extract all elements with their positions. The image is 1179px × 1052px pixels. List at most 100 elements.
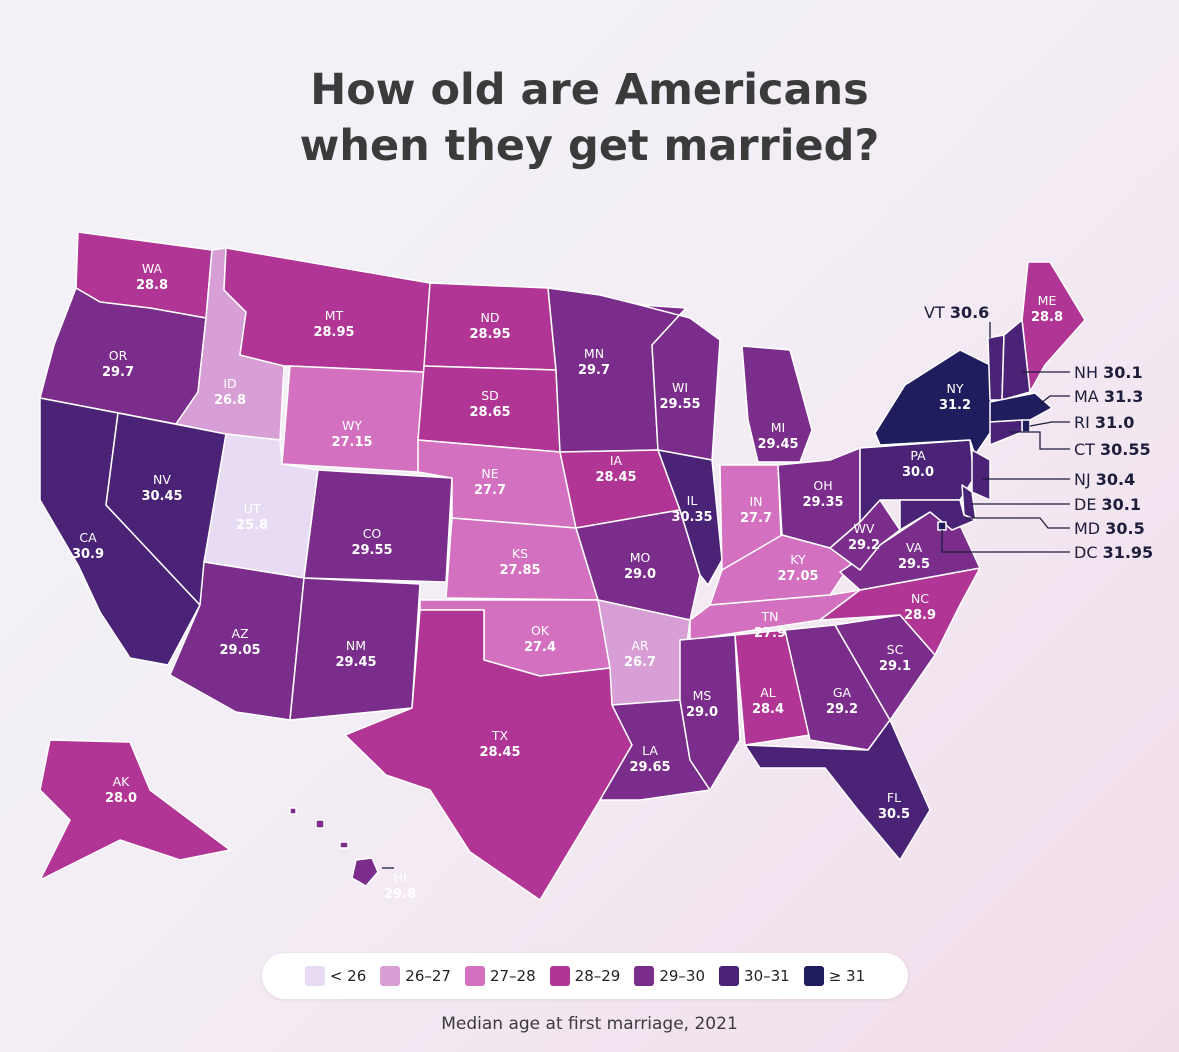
state-co xyxy=(303,469,453,583)
state-tx xyxy=(344,609,633,901)
callout-value: 31.0 xyxy=(1095,413,1134,432)
state-value: 28.45 xyxy=(479,745,520,760)
state-abbr: OR xyxy=(109,348,128,363)
leader-md xyxy=(966,517,1070,529)
state-value: 29.45 xyxy=(757,437,798,452)
state-label-az: AZ 29.05 xyxy=(219,626,260,658)
state-label-ak: AK 28.0 xyxy=(105,774,137,806)
state-abbr: NM xyxy=(346,638,366,653)
callout-value: 30.4 xyxy=(1096,470,1135,489)
state-label-ky: KY 27.05 xyxy=(777,552,818,584)
legend-item: ≥ 31 xyxy=(803,966,865,986)
state-abbr: KS xyxy=(512,546,528,561)
callout-abbr: NJ xyxy=(1074,470,1096,489)
state-abbr: SD xyxy=(481,388,499,403)
callout-de: DE 30.1 xyxy=(1074,495,1141,514)
state-label-mi: MI 29.45 xyxy=(757,420,798,452)
callout-abbr: NH xyxy=(1074,363,1103,382)
title-line-2: when they get married? xyxy=(299,121,880,171)
callout-abbr: RI xyxy=(1074,413,1095,432)
map-caption: Median age at first marriage, 2021 xyxy=(441,1014,738,1034)
state-value: 30.9 xyxy=(72,547,104,562)
callout-leader-lines xyxy=(382,322,1070,869)
state-nh xyxy=(1001,319,1031,401)
legend-label: 28–29 xyxy=(574,967,621,985)
state-abbr: SC xyxy=(887,642,904,657)
state-value: 27.7 xyxy=(740,511,772,526)
callout-value: 30.55 xyxy=(1100,440,1151,459)
state-label-id: ID 26.8 xyxy=(214,376,246,408)
state-fl xyxy=(744,719,931,861)
leader-ct xyxy=(1010,431,1070,450)
state-label-wy: WY 27.15 xyxy=(331,418,372,450)
state-value: 29.35 xyxy=(802,495,843,510)
state-label-nm: NM 29.45 xyxy=(335,638,376,670)
state-value: 28.8 xyxy=(136,278,168,293)
state-value: 27.85 xyxy=(499,563,540,578)
leader-ri xyxy=(1029,421,1070,427)
state-abbr: OH xyxy=(813,478,832,493)
state-label-ca: CA 30.9 xyxy=(72,530,104,562)
state-abbr: VA xyxy=(906,540,923,555)
state-label-me: ME 28.8 xyxy=(1031,293,1063,325)
state-value: 29.5 xyxy=(898,557,930,572)
legend-label: < 26 xyxy=(329,967,367,985)
legend-item: 29–30 xyxy=(634,966,705,986)
state-value: 27.15 xyxy=(331,435,372,450)
state-label-ga: GA 29.2 xyxy=(826,685,858,717)
state-abbr: AR xyxy=(631,638,649,653)
legend-swatch xyxy=(803,966,824,986)
legend-item: 28–29 xyxy=(549,966,621,986)
legend-swatch xyxy=(464,966,485,986)
state-abbr: FL xyxy=(887,790,901,805)
callout-value: 30.1 xyxy=(1102,495,1141,514)
state-label-ne: NE 27.7 xyxy=(474,466,506,498)
state-value: 27.05 xyxy=(777,569,818,584)
callout-abbr: DE xyxy=(1074,495,1102,514)
state-label-wv: WV 29.2 xyxy=(848,521,880,553)
callout-abbr: MD xyxy=(1074,519,1105,538)
state-value: 25.8 xyxy=(236,518,268,533)
state-abbr: NE xyxy=(481,466,498,481)
callout-abbr: DC xyxy=(1074,543,1103,562)
state-mo xyxy=(575,509,701,621)
callout-value: 31.3 xyxy=(1104,387,1143,406)
state-abbr: TN xyxy=(761,609,779,624)
state-label-ms: MS 29.0 xyxy=(686,688,718,720)
state-label-va: VA 29.5 xyxy=(898,540,930,572)
state-abbr: WY xyxy=(342,418,362,433)
state-label-ks: KS 27.85 xyxy=(499,546,540,578)
state-il xyxy=(657,449,723,586)
state-abbr: WV xyxy=(854,521,875,536)
state-hi xyxy=(289,807,379,887)
callout-abbr: VT xyxy=(924,303,950,322)
state-value: 28.9 xyxy=(904,608,936,623)
state-abbr: IN xyxy=(749,494,762,509)
state-value: 29.2 xyxy=(826,702,858,717)
state-ma xyxy=(989,392,1053,423)
state-value: 28.4 xyxy=(752,702,784,717)
state-label-co: CO 29.55 xyxy=(351,526,392,558)
state-abbr: GA xyxy=(833,685,852,700)
state-value: 31.2 xyxy=(939,398,971,413)
state-value: 28.65 xyxy=(469,405,510,420)
state-label-la: LA 29.65 xyxy=(629,743,670,775)
state-label-nc: NC 28.9 xyxy=(904,591,936,623)
state-abbr: KY xyxy=(790,552,806,567)
legend-item: < 26 xyxy=(304,966,367,986)
legend-label: 30–31 xyxy=(744,967,790,985)
state-ri xyxy=(1021,419,1031,433)
state-label-hi: HI 29.8 xyxy=(384,870,416,902)
state-ak xyxy=(39,739,231,881)
state-abbr: NC xyxy=(911,591,929,606)
state-value: 28.95 xyxy=(469,327,510,342)
state-label-wi: WI 29.55 xyxy=(659,380,700,412)
map-title: How old are Americans when they get marr… xyxy=(0,62,1179,174)
callout-dc: DC 31.95 xyxy=(1074,543,1153,562)
legend-swatch xyxy=(304,966,325,986)
state-label-ar: AR 26.7 xyxy=(624,638,656,670)
state-dc xyxy=(937,521,947,531)
state-value: 30.35 xyxy=(671,510,712,525)
legend-label: 26–27 xyxy=(405,967,451,985)
